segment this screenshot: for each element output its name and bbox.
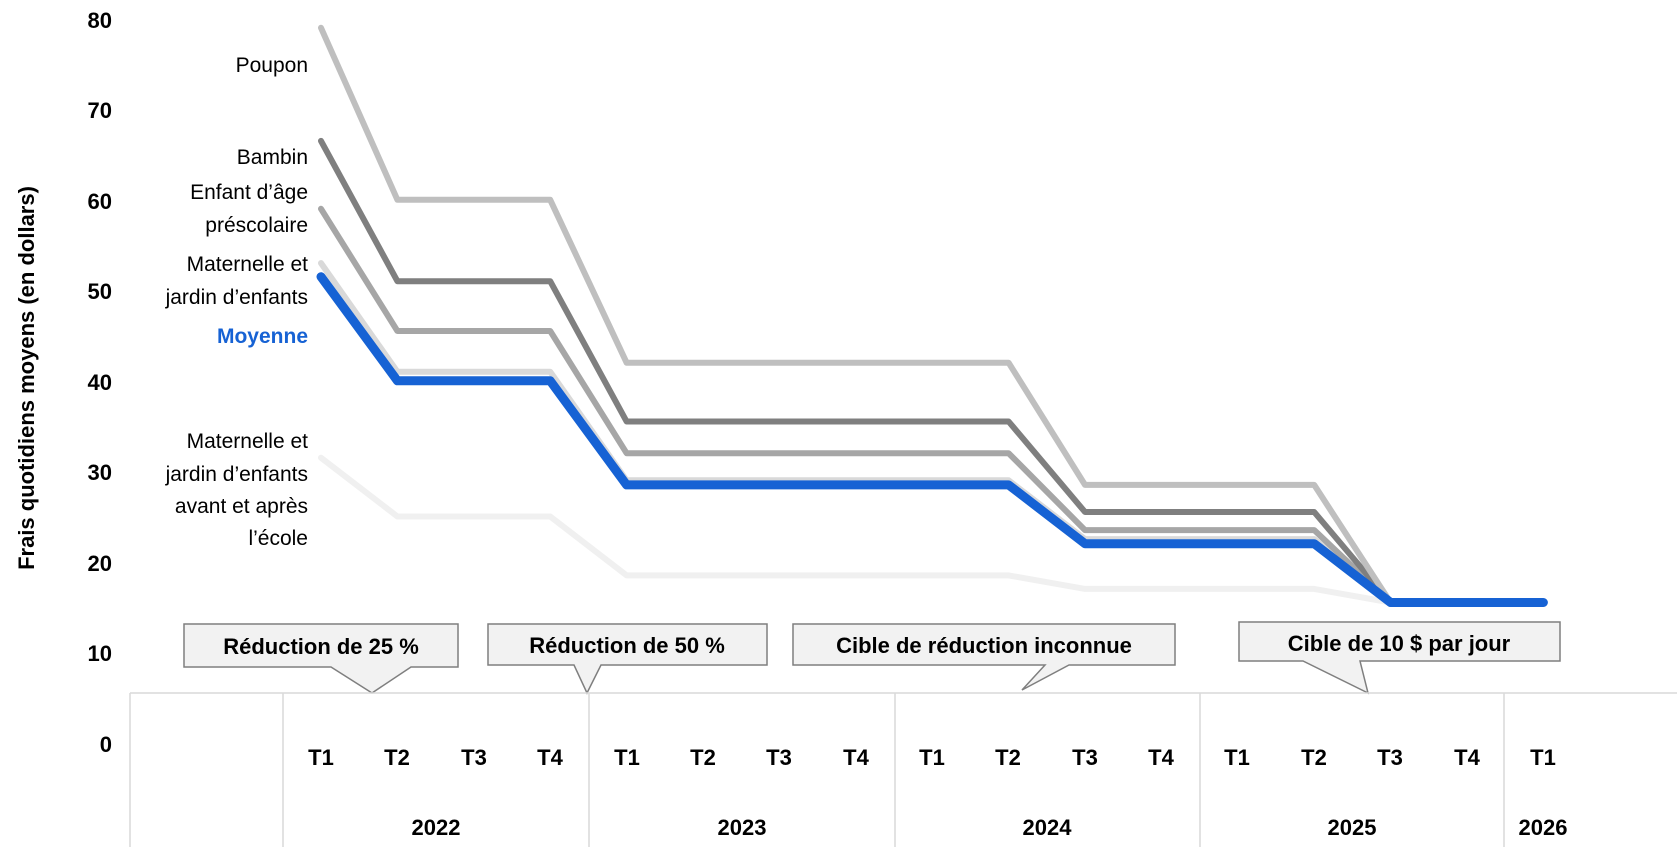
callout-reduction-inconnue: Cible de réduction inconnue [792,623,1176,691]
x-tick-label: T4 [537,745,563,770]
series-line-maternelle-et-jardin-d-enfants-avant-et-apres-l-ecole [318,454,1547,606]
x-tick-label: T3 [766,745,792,770]
series-line-enfant-d-age-prescolaire [318,205,1547,606]
series-label-poupon: Poupon [236,54,308,77]
callout-reduction-inconnue-box [792,623,1176,691]
x-tick-label: T4 [843,745,869,770]
series-label-prescolaire-1: Enfant d’âge [190,181,308,204]
year-label: 2022 [412,815,461,840]
callout-reduction-50: Réduction de 50 % [487,623,768,695]
series-label-maternelle-2: jardin d’enfants [165,286,308,309]
y-tick-label: 30 [88,460,112,485]
x-tick-label: T1 [919,745,945,770]
callout-cible-10-text: Cible de 10 $ par jour [1288,631,1511,656]
year-label: 2025 [1328,815,1377,840]
x-tick-label: T2 [995,745,1021,770]
x-axis-frame [129,692,1677,847]
series-line-bambin [318,137,1547,606]
y-tick-label: 0 [100,732,112,757]
year-label: 2024 [1023,815,1073,840]
y-tick-label: 70 [88,98,112,123]
y-axis-ticks: 0 10 20 30 40 50 60 70 80 [88,8,112,757]
y-axis-title: Frais quotidiens moyens (en dollars) [14,186,39,570]
y-tick-label: 50 [88,279,112,304]
series-layer [316,24,1548,607]
series-label-bambin: Bambin [237,146,308,169]
year-label: 2026 [1519,815,1568,840]
series-label-avant-apres-3: avant et après [175,495,308,518]
series-label-avant-apres-1: Maternelle et [187,430,309,453]
series-labels: Poupon Bambin Enfant d’âge préscolaire M… [165,54,309,550]
callout-reduction-25-text: Réduction de 25 % [223,634,419,659]
x-tick-label: T2 [384,745,410,770]
x-tick-label: T1 [1530,745,1556,770]
callout-reduction-50-box [487,623,768,695]
series-line-moyenne [316,272,1548,607]
callout-reduction-25: Réduction de 25 % [183,623,459,694]
x-tick-label: T2 [1301,745,1327,770]
series-line-poupon [318,24,1547,606]
y-tick-label: 10 [88,641,112,666]
series-label-prescolaire-2: préscolaire [205,214,308,237]
y-tick-label: 80 [88,8,112,33]
x-tick-label: T4 [1454,745,1480,770]
x-tick-label: T3 [1072,745,1098,770]
year-label: 2023 [718,815,767,840]
callout-reduction-inconnue-text: Cible de réduction inconnue [836,633,1132,658]
x-tick-label: T4 [1148,745,1174,770]
x-tick-label: T1 [308,745,334,770]
x-tick-label: T2 [690,745,716,770]
callout-cible-10: Cible de 10 $ par jour [1238,621,1561,695]
series-label-avant-apres-4: l’école [248,527,308,550]
series-label-moyenne: Moyenne [217,325,308,348]
x-tick-label: T3 [461,745,487,770]
y-tick-label: 20 [88,551,112,576]
x-tick-label: T1 [614,745,640,770]
series-label-avant-apres-2: jardin d’enfants [165,463,308,486]
series-label-maternelle-1: Maternelle et [187,253,309,276]
callout-reduction-50-text: Réduction de 50 % [529,633,725,658]
y-tick-label: 40 [88,370,112,395]
y-tick-label: 60 [88,189,112,214]
x-axis-quarters: T1 T2 T3 T4 T1 T2 T3 T4 T1 T2 T3 T4 T1 T… [308,745,1556,770]
x-tick-label: T3 [1377,745,1403,770]
callout-cible-10-box [1238,621,1561,695]
x-tick-label: T1 [1224,745,1250,770]
callout-reduction-25-box [183,623,459,694]
x-axis-years: 2022 2023 2024 2025 2026 [412,815,1568,840]
